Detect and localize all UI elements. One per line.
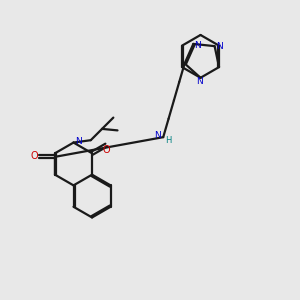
- Text: O: O: [30, 151, 38, 161]
- Text: N: N: [154, 131, 161, 140]
- Text: O: O: [102, 145, 110, 155]
- Text: N: N: [76, 136, 82, 146]
- Text: N: N: [194, 41, 201, 50]
- Text: H: H: [165, 136, 172, 145]
- Text: N: N: [217, 42, 223, 51]
- Text: N: N: [196, 77, 202, 86]
